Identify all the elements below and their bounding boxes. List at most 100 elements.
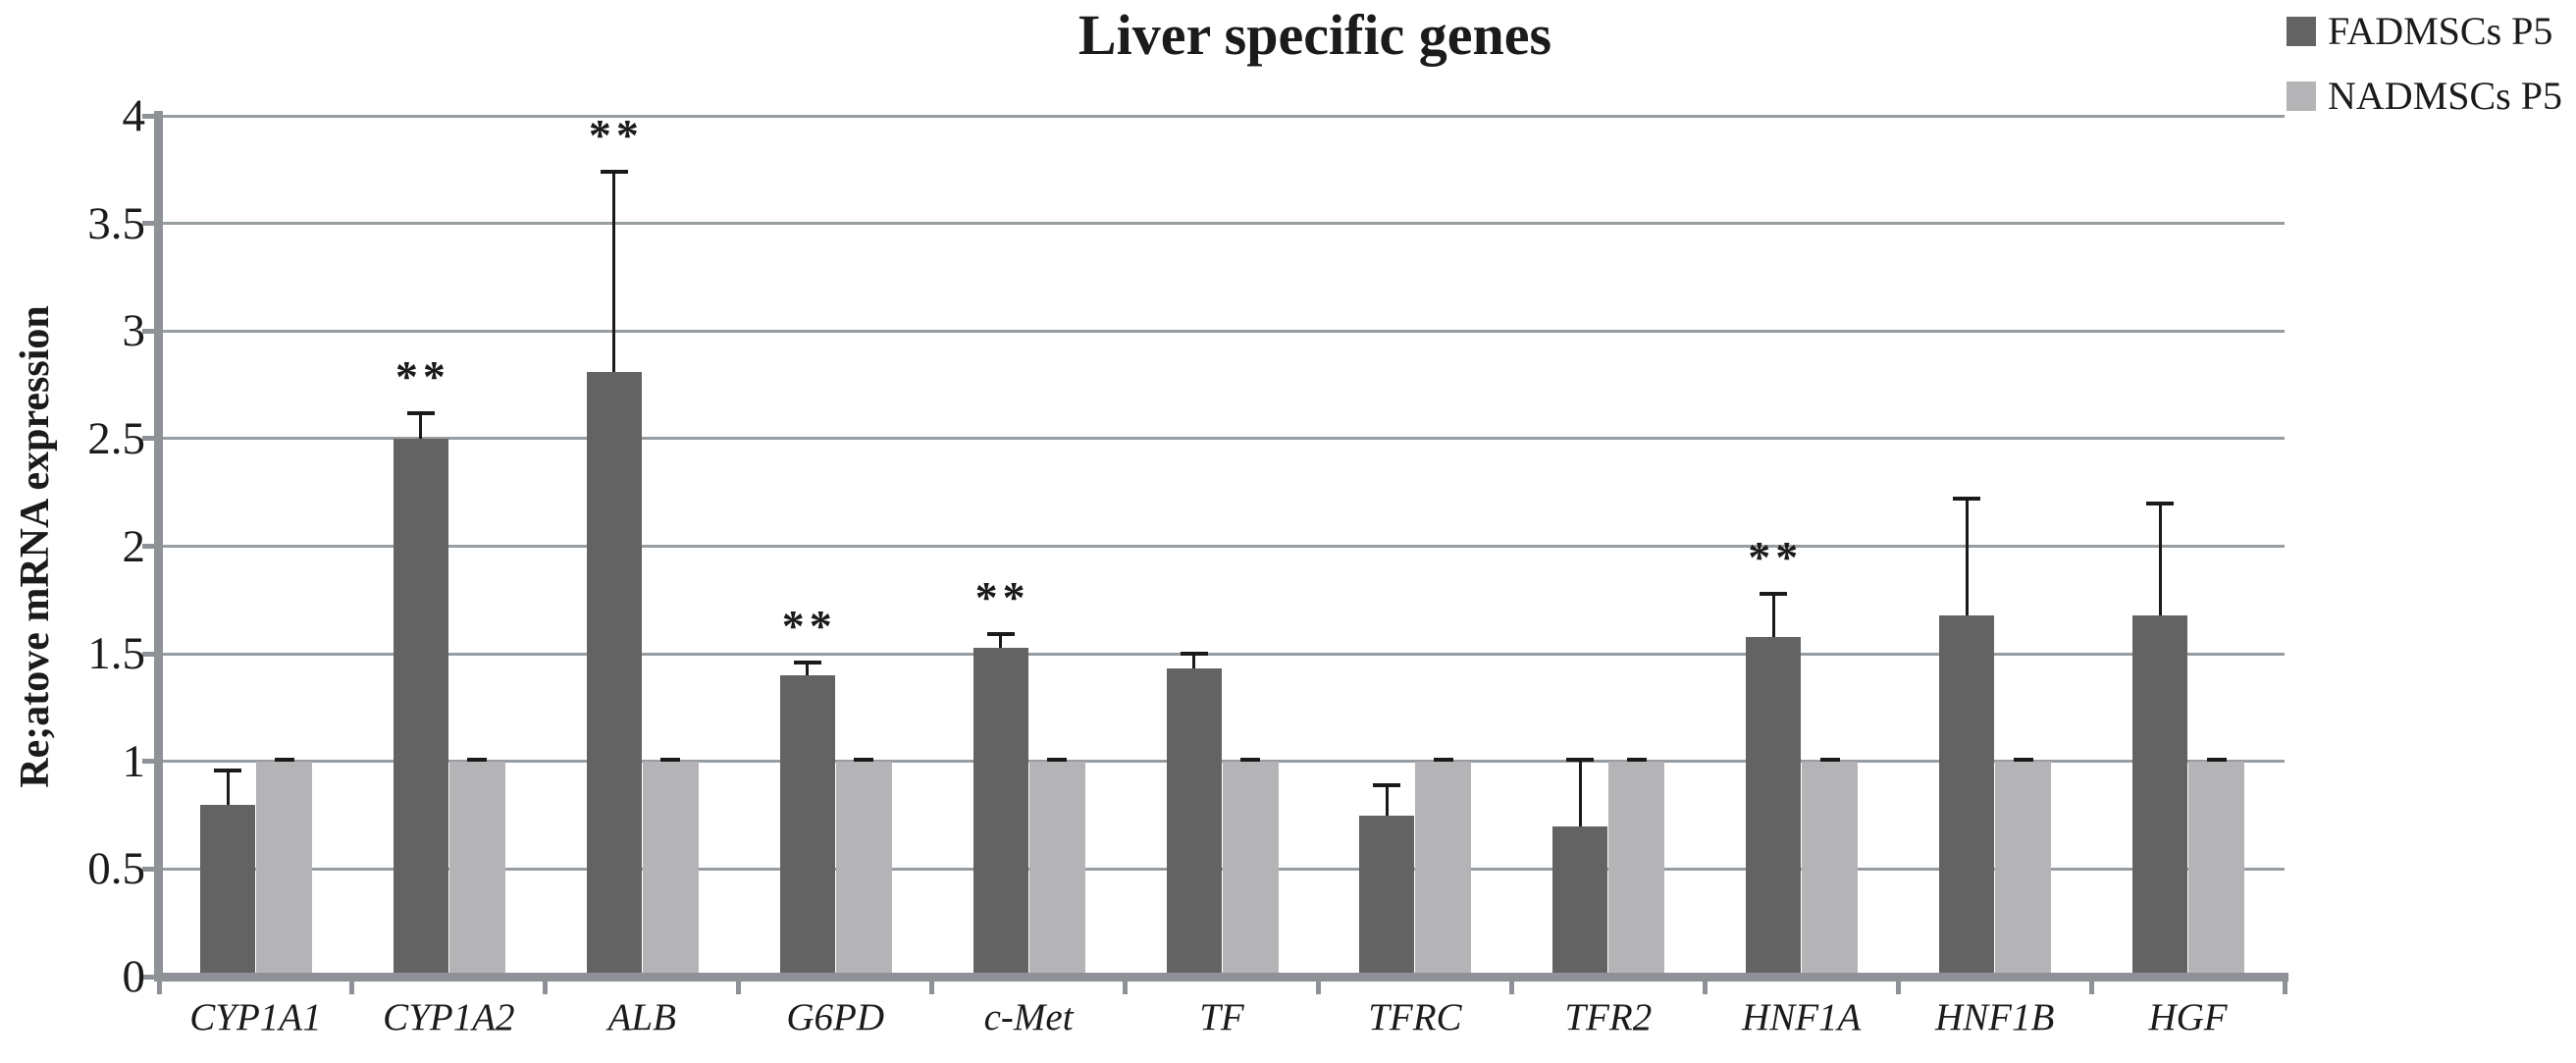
legend-item-nadmscs: NADMSCs P5 [2287, 75, 2562, 118]
bar-fadmscs-TFR2 [1552, 825, 1608, 975]
x-axis-tick [1895, 982, 1901, 994]
x-axis-tick [736, 982, 742, 994]
error-bar-cap [214, 768, 241, 772]
error-bar-whisker [999, 634, 1003, 648]
legend-label-fadmscs: FADMSCs P5 [2328, 9, 2553, 53]
x-axis-tick [929, 982, 935, 994]
significance-marker-HNF1A: ** [1748, 531, 1804, 582]
error-bar-cap [1373, 782, 1401, 787]
chart-title: Liver specific genes [1078, 3, 1552, 67]
bar-fadmscs-TFRC [1359, 815, 1415, 975]
gridline [159, 867, 2285, 871]
error-bar-cap [793, 660, 821, 664]
bar-fadmscs-c-Met [973, 647, 1028, 975]
bar-nadmscs-TF [1222, 761, 1279, 975]
x-category-label-TF: TF [1199, 996, 1244, 1038]
gridline [159, 545, 2285, 548]
significance-marker-G6PD: ** [781, 600, 837, 651]
x-axis-tick [543, 982, 549, 994]
error-bar-whisker [1578, 759, 1582, 826]
x-axis-tick [2088, 982, 2094, 994]
gridline [159, 329, 2285, 333]
error-bar-whisker [1385, 784, 1389, 816]
x-category-label-TFR2: TFR2 [1564, 996, 1653, 1038]
x-category-label-G6PD: G6PD [786, 996, 884, 1038]
x-category-label-HNF1B: HNF1B [1934, 996, 2055, 1038]
y-tick-label: 0 [122, 951, 146, 1002]
bar-nadmscs-TFR2 [1608, 761, 1665, 975]
bar-nadmscs-HNF1A [1802, 761, 1859, 975]
error-bar-whisker [1771, 593, 1775, 637]
significance-marker-CYP1A2: ** [394, 350, 450, 401]
y-tick-label: 1.5 [87, 628, 145, 680]
legend: FADMSCs P5 NADMSCs P5 [2287, 10, 2562, 139]
error-bar-whisker [2158, 503, 2162, 615]
error-bar-cap [1240, 757, 1261, 762]
error-bar-cap [274, 757, 294, 762]
error-bar-whisker [806, 662, 810, 676]
error-bar-whisker [1965, 499, 1969, 615]
y-axis-line [154, 111, 163, 982]
x-axis-tick [2282, 982, 2287, 994]
x-category-label-TFRC: TFRC [1368, 996, 1462, 1038]
bar-nadmscs-G6PD [835, 761, 892, 975]
bar-fadmscs-HGF [2132, 614, 2188, 975]
y-axis-tick [142, 436, 154, 442]
error-bar-cap [660, 757, 681, 762]
x-category-label-c-Met: c-Met [983, 996, 1074, 1038]
error-bar-whisker [419, 412, 423, 439]
bar-fadmscs-CYP1A1 [200, 804, 255, 975]
y-tick-label: 1 [122, 735, 146, 787]
bar-fadmscs-TF [1166, 668, 1222, 975]
y-axis-tick [142, 221, 154, 227]
error-bar-cap [1433, 757, 1453, 762]
error-bar-whisker [612, 172, 616, 372]
gridline [159, 222, 2285, 226]
bar-nadmscs-c-Met [1028, 761, 1085, 975]
bar-nadmscs-HGF [2188, 761, 2245, 975]
bar-fadmscs-HNF1B [1939, 614, 1995, 975]
error-bar-whisker [1192, 654, 1196, 669]
x-axis-tick [349, 982, 355, 994]
bar-fadmscs-HNF1A [1746, 636, 1802, 975]
x-axis-tick [1702, 982, 1708, 994]
error-bar-cap [1953, 497, 1981, 502]
gridline [159, 437, 2285, 441]
error-bar-cap [467, 757, 488, 762]
x-axis-line [154, 973, 2288, 982]
legend-label-nadmscs: NADMSCs P5 [2328, 74, 2562, 118]
bar-fadmscs-CYP1A2 [393, 438, 448, 975]
y-tick-label: 2.5 [87, 412, 145, 464]
y-axis-tick [142, 328, 154, 334]
gridline [159, 114, 2285, 118]
bar-nadmscs-TFRC [1415, 761, 1472, 975]
y-axis-tick [142, 651, 154, 657]
x-axis-tick [156, 982, 162, 994]
x-axis-tick [1508, 982, 1514, 994]
bar-fadmscs-G6PD [779, 675, 835, 975]
y-tick-label: 4 [122, 90, 146, 141]
bar-nadmscs-CYP1A1 [256, 761, 312, 975]
error-bar-cap [2146, 501, 2175, 505]
error-bar-whisker [226, 770, 230, 805]
bar-nadmscs-HNF1B [1995, 761, 2052, 975]
gridline [159, 652, 2285, 656]
y-tick-label: 0.5 [87, 843, 145, 895]
x-category-label-ALB: ALB [607, 996, 676, 1038]
bar-nadmscs-CYP1A2 [448, 761, 505, 975]
error-bar-cap [600, 170, 628, 174]
x-category-label-CYP1A2: CYP1A2 [383, 996, 515, 1038]
x-category-label-CYP1A1: CYP1A1 [189, 996, 322, 1038]
y-tick-label: 3.5 [87, 197, 145, 249]
error-bar-cap [2206, 757, 2227, 762]
error-bar-cap [1819, 757, 1840, 762]
error-bar-cap [1626, 757, 1647, 762]
error-bar-cap [1760, 591, 1788, 596]
bar-nadmscs-ALB [642, 761, 699, 975]
error-bar-cap [986, 632, 1015, 637]
error-bar-cap [2013, 757, 2033, 762]
y-tick-label: 2 [122, 520, 146, 572]
significance-marker-ALB: ** [588, 110, 644, 160]
